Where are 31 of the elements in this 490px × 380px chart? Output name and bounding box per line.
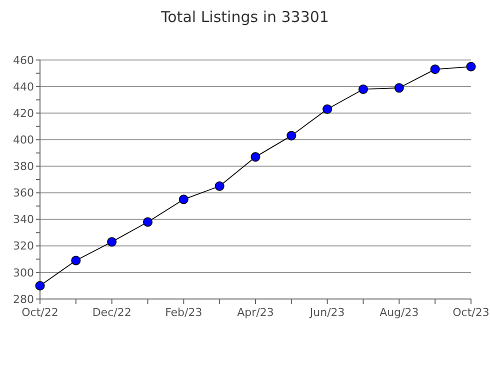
x-tick-label: Dec/22 bbox=[92, 306, 132, 319]
point bbox=[107, 237, 117, 247]
x-tick-label: Aug/23 bbox=[380, 306, 419, 319]
x-tick-label: Jun/23 bbox=[308, 306, 345, 319]
point bbox=[322, 104, 332, 114]
y-tick-label: 360 bbox=[13, 186, 34, 200]
y-tick-label: 420 bbox=[13, 106, 34, 120]
point bbox=[35, 280, 45, 290]
x-tick-label: Oct/23 bbox=[452, 306, 490, 319]
point bbox=[358, 84, 368, 94]
y-tick-label: 280 bbox=[13, 292, 34, 306]
point bbox=[394, 83, 404, 93]
chart-title: Total Listings in 33301 bbox=[160, 8, 329, 26]
point bbox=[178, 194, 188, 204]
x-tick-label: Feb/23 bbox=[165, 306, 202, 319]
y-tick-label: 460 bbox=[13, 54, 34, 67]
x-tick-label: Apr/23 bbox=[237, 306, 274, 319]
point bbox=[250, 152, 260, 162]
y-tick-label: 340 bbox=[13, 213, 34, 226]
y-tick-label: 300 bbox=[13, 266, 34, 280]
point bbox=[466, 62, 476, 72]
point bbox=[286, 130, 296, 140]
point bbox=[142, 217, 153, 227]
x-tick-label: Oct/22 bbox=[22, 306, 58, 319]
point bbox=[430, 64, 440, 74]
y-tick-label: 320 bbox=[13, 240, 34, 253]
y-tick-label: 400 bbox=[13, 134, 34, 147]
point bbox=[71, 256, 81, 266]
y-tick-label: 380 bbox=[13, 160, 34, 174]
y-tick-label: 440 bbox=[13, 80, 34, 94]
point bbox=[214, 181, 224, 191]
